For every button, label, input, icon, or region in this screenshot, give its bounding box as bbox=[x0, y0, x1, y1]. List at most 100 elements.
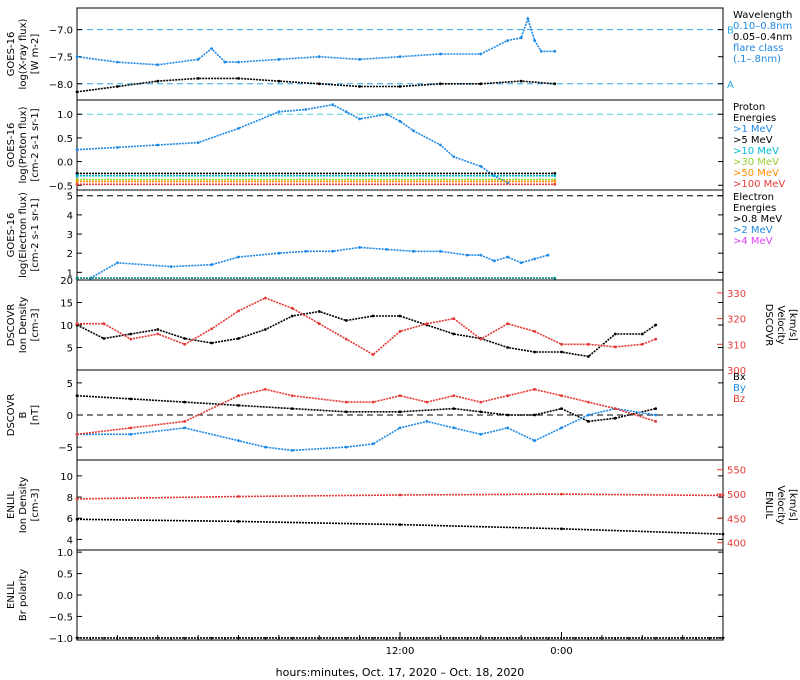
data-point bbox=[506, 413, 510, 417]
data-point bbox=[358, 85, 361, 88]
legend-entry: >100 MeV bbox=[733, 179, 785, 190]
data-point bbox=[317, 55, 321, 59]
data-point bbox=[398, 410, 402, 414]
y2-tick-label: 320 bbox=[727, 315, 746, 326]
data-point bbox=[75, 182, 79, 186]
y-tick-label: 2 bbox=[67, 249, 73, 260]
data-point bbox=[223, 60, 227, 64]
data-point bbox=[526, 17, 530, 21]
data-point bbox=[398, 330, 402, 333]
data-point bbox=[371, 314, 375, 318]
series-line bbox=[76, 493, 724, 500]
data-point bbox=[560, 407, 563, 410]
data-point bbox=[553, 174, 557, 178]
data-point bbox=[560, 350, 563, 354]
data-point bbox=[290, 306, 294, 310]
data-point bbox=[75, 55, 79, 59]
y-axis-label: GOES-16 bbox=[6, 32, 17, 77]
y-tick-label: 0.0 bbox=[57, 158, 73, 169]
data-point bbox=[183, 342, 187, 346]
y-axis-label: DSCOVR bbox=[6, 394, 17, 437]
legend-entry: >50 MeV bbox=[733, 168, 779, 179]
y2-axis-label: ENLIL bbox=[763, 491, 774, 519]
y-tick-label: 0.0 bbox=[57, 591, 73, 602]
y-axis-label: ENLIL bbox=[6, 491, 17, 519]
data-point bbox=[264, 445, 267, 449]
data-point bbox=[506, 322, 510, 326]
y2-tick-label: 300 bbox=[727, 366, 746, 377]
data-point bbox=[156, 63, 160, 67]
data-point bbox=[587, 342, 590, 346]
data-point bbox=[553, 82, 557, 86]
legend-entry: Wavelength bbox=[733, 10, 792, 21]
y-tick-label: −5 bbox=[58, 443, 73, 454]
data-point bbox=[210, 341, 214, 345]
y-tick-label: −0.5 bbox=[49, 181, 73, 192]
data-point bbox=[371, 400, 375, 404]
data-point bbox=[439, 249, 442, 253]
data-point bbox=[371, 442, 375, 446]
data-point bbox=[439, 82, 442, 86]
data-point bbox=[398, 523, 402, 526]
data-point bbox=[479, 253, 483, 257]
data-point bbox=[553, 180, 557, 183]
data-point bbox=[290, 314, 294, 318]
data-point bbox=[553, 172, 557, 175]
legend-entry: >5 MeV bbox=[733, 135, 773, 146]
data-point bbox=[398, 426, 402, 430]
y-axis-label: Ion Density bbox=[18, 477, 29, 534]
data-point bbox=[183, 420, 187, 423]
data-point bbox=[553, 182, 557, 186]
data-point bbox=[533, 39, 536, 42]
legend-entry: >4 MeV bbox=[733, 236, 773, 247]
data-point bbox=[237, 394, 240, 398]
data-point bbox=[398, 119, 402, 123]
series-line bbox=[77, 407, 656, 452]
y2-tick-label: 500 bbox=[727, 490, 746, 501]
data-point bbox=[425, 420, 429, 423]
data-point bbox=[75, 172, 79, 175]
data-point bbox=[237, 495, 240, 498]
data-point bbox=[371, 353, 375, 356]
legend-entry: >1 MeV bbox=[733, 124, 773, 135]
data-point bbox=[317, 310, 321, 313]
data-point bbox=[183, 400, 187, 404]
data-point bbox=[492, 259, 496, 263]
data-point bbox=[75, 322, 79, 326]
legend-entry: 0.05–0.4nm bbox=[733, 32, 792, 43]
data-point bbox=[479, 82, 483, 86]
data-point bbox=[385, 248, 388, 251]
data-point bbox=[277, 110, 281, 114]
data-point bbox=[344, 110, 348, 114]
data-point bbox=[75, 432, 79, 436]
data-point bbox=[640, 332, 644, 336]
y-tick-label: 4 bbox=[67, 211, 73, 222]
reference-label: B bbox=[727, 26, 734, 37]
y2-axis-label: DSCOVR bbox=[763, 304, 774, 347]
y2-tick-label: 330 bbox=[727, 289, 746, 300]
x-tick-label: 0:00 bbox=[550, 646, 572, 657]
y-tick-label: 6 bbox=[67, 514, 73, 525]
data-point bbox=[196, 77, 200, 80]
data-point bbox=[479, 164, 483, 168]
y-tick-label: 5 bbox=[67, 192, 73, 203]
data-point bbox=[156, 79, 160, 83]
y-tick-label: 0.5 bbox=[57, 570, 73, 581]
data-point bbox=[560, 426, 563, 430]
legend-entry: >10 MeV bbox=[733, 146, 779, 157]
data-point bbox=[506, 39, 510, 42]
data-point bbox=[344, 319, 348, 322]
y-axis-label: ENLIL bbox=[6, 581, 17, 609]
y2-axis-label: Velocity bbox=[775, 485, 786, 524]
data-point bbox=[75, 276, 79, 280]
y-tick-label: −1.0 bbox=[49, 634, 73, 645]
data-point bbox=[344, 445, 348, 449]
data-point bbox=[439, 52, 442, 56]
data-point bbox=[196, 58, 200, 61]
panel-electron: 5 4 3 2 1 GOES-16 log(Electron flux) [cm-2 s-1 … bbox=[6, 189, 782, 281]
y-tick-label: 15 bbox=[60, 299, 73, 310]
legend-entry: Proton bbox=[733, 102, 765, 113]
